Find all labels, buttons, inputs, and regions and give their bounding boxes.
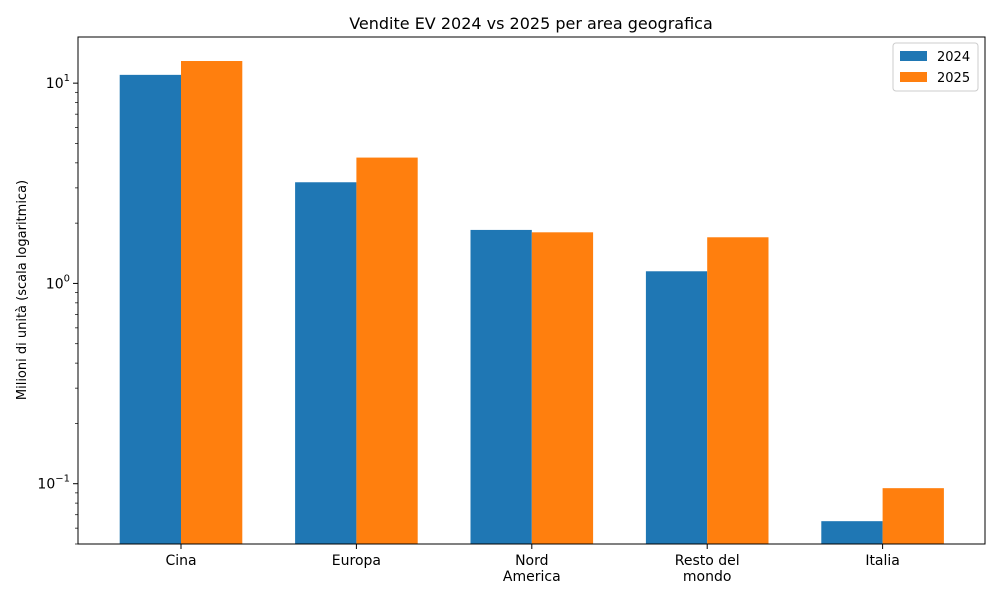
- bar-2024-nord-america[interactable]: [470, 229, 532, 545]
- bar-2025-nord-america[interactable]: [531, 232, 594, 544]
- y-tick-label: 101: [46, 73, 70, 92]
- bar-2025-italia[interactable]: [882, 488, 944, 544]
- x-tick-label: Cina: [165, 553, 196, 569]
- bars-layer: [119, 61, 944, 545]
- x-axis: Cina Europa Nord America Resto del mondo Itali…: [165, 544, 900, 585]
- legend-swatch-2024: [900, 51, 927, 61]
- x-tick-label: Italia: [865, 553, 900, 569]
- bar-2025-europa[interactable]: [356, 157, 418, 544]
- x-tick-label: Resto del mondo: [675, 553, 740, 585]
- bar-2025-resto-del-mondo[interactable]: [707, 237, 769, 544]
- bar-2024-europa[interactable]: [295, 182, 357, 544]
- x-tick-label: Europa: [332, 553, 381, 569]
- legend-label-2025: 2025: [937, 71, 970, 86]
- y-tick-label: 10−1: [37, 474, 70, 493]
- y-tick-label: 100: [46, 273, 70, 292]
- y-axis: 10−1 100 101: [37, 73, 78, 545]
- bar-2025-cina[interactable]: [181, 61, 243, 544]
- bar-2024-italia[interactable]: [821, 521, 883, 544]
- bar-2024-cina[interactable]: [119, 74, 181, 545]
- x-tick-label: Nord America: [503, 553, 561, 585]
- legend-swatch-2025: [900, 72, 927, 82]
- y-axis-label: Milioni di unità (scala logaritmica): [15, 180, 30, 400]
- chart-title: Vendite EV 2024 vs 2025 per area geograf…: [349, 14, 713, 33]
- bar-2024-resto-del-mondo[interactable]: [645, 271, 708, 544]
- legend[interactable]: 2024 2025: [892, 42, 979, 92]
- legend-label-2024: 2024: [937, 50, 970, 65]
